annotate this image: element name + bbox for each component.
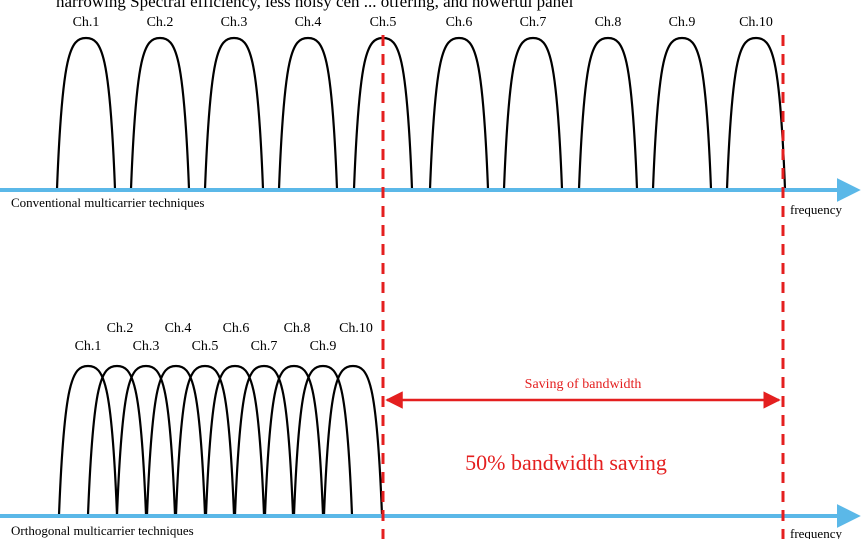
header-fragment: narrowing Spectral efficiency, less nois…: [56, 0, 574, 11]
top-channel-curve: [502, 36, 564, 190]
bottom-frequency-label: frequency: [790, 526, 842, 539]
bottom-channel-curve: [233, 364, 295, 516]
bottom-channel-label: Ch.2: [107, 321, 134, 336]
saving-percentage-text: 50% bandwidth saving: [465, 450, 667, 475]
top-channel-curve: [203, 36, 265, 190]
top-channel-label: Ch.3: [221, 15, 248, 30]
top-technique-label: Conventional multicarrier techniques: [11, 195, 205, 210]
top-channel-label: Ch.4: [295, 15, 322, 30]
bottom-channel-curve: [204, 364, 266, 516]
saving-arrow-label: Saving of bandwidth: [525, 377, 642, 392]
bottom-channel-curve: [115, 364, 177, 516]
bottom-channel-label: Ch.6: [223, 321, 250, 336]
bottom-channel-curve: [174, 364, 236, 516]
top-channel-curve: [577, 36, 639, 190]
top-channel-label: Ch.10: [739, 15, 773, 30]
top-channel-curve: [55, 36, 117, 190]
top-channel-curve: [277, 36, 339, 190]
bottom-channel-label: Ch.3: [133, 339, 160, 354]
top-channel-label: Ch.5: [370, 15, 397, 30]
bottom-channel-label: Ch.10: [339, 321, 373, 336]
bottom-channel-label: Ch.1: [75, 339, 102, 354]
bottom-channel-label: Ch.9: [310, 339, 337, 354]
top-channel-label: Ch.6: [446, 15, 473, 30]
top-channel-curves: [55, 36, 787, 190]
top-frequency-label: frequency: [790, 202, 842, 217]
bottom-channel-labels: Ch.2 Ch.4 Ch.6 Ch.8 Ch.10 Ch.1 Ch.3 Ch.5 Ch.7 Ch.…: [75, 321, 373, 354]
bottom-channel-label: Ch.7: [251, 339, 278, 354]
top-channel-label: Ch.7: [520, 15, 547, 30]
bottom-channel-label: Ch.5: [192, 339, 219, 354]
top-channel-label: Ch.9: [669, 15, 696, 30]
bottom-channel-curve: [145, 364, 207, 516]
bottom-channel-curve: [322, 364, 384, 516]
top-channel-curve: [725, 36, 787, 190]
bottom-channel-label: Ch.8: [284, 321, 311, 336]
bottom-channel-curve: [86, 364, 148, 516]
top-channel-curve: [129, 36, 191, 190]
bottom-channel-curve: [263, 364, 325, 516]
bottom-technique-label: Orthogonal multicarrier techniques: [11, 523, 194, 538]
bottom-channel-curve: [292, 364, 354, 516]
bottom-channel-curve: [57, 364, 119, 516]
top-channel-curve: [428, 36, 490, 190]
top-channel-labels: Ch.1 Ch.2 Ch.3 Ch.4 Ch.5 Ch.6 Ch.7 Ch.8 Ch.9 Ch.1…: [73, 15, 773, 30]
bottom-channel-label: Ch.4: [165, 321, 192, 336]
top-channel-label: Ch.1: [73, 15, 100, 30]
bottom-channel-curves: [57, 364, 384, 516]
top-channel-label: Ch.8: [595, 15, 622, 30]
top-channel-label: Ch.2: [147, 15, 174, 30]
top-channel-curve: [651, 36, 713, 190]
